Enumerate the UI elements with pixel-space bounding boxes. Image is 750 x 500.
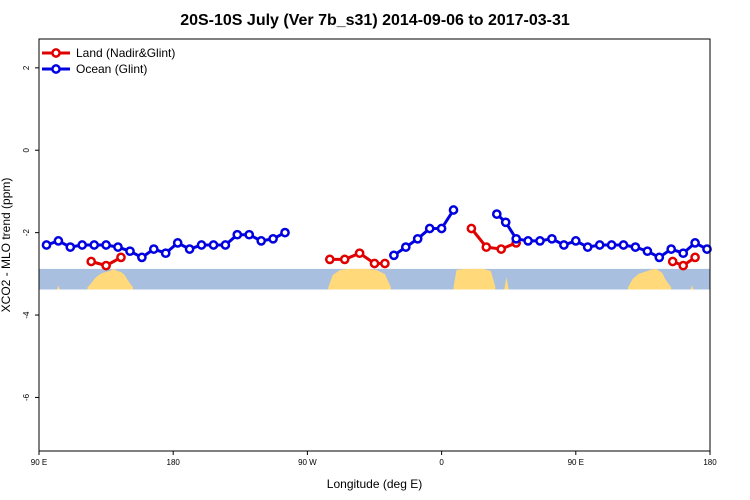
ocean-data-point — [220, 240, 231, 250]
ocean-data-point — [582, 242, 593, 252]
y-tick-label: -6 — [22, 393, 31, 401]
legend-ocean-marker — [51, 64, 61, 74]
ocean-data-point — [448, 205, 459, 215]
land-shape — [328, 268, 391, 290]
land-data-point — [354, 248, 365, 259]
x-tick-label: 90 E — [568, 458, 584, 467]
ocean-data-point — [491, 209, 502, 219]
ocean-data-point — [547, 233, 557, 244]
ocean-data-point — [184, 244, 195, 254]
ocean-data-point — [125, 246, 135, 257]
y-axis: 2 0 -2 -4 -6 — [22, 65, 39, 401]
ocean-data-point — [148, 244, 159, 254]
ocean-data-point — [678, 248, 689, 259]
ocean-data-point — [101, 240, 111, 250]
ocean-data-point — [654, 252, 665, 263]
x-tick-label: 180 — [167, 458, 181, 467]
land-data-point — [324, 254, 335, 265]
ocean-data-point — [280, 227, 290, 238]
x-tick-label: 90 E — [31, 458, 47, 467]
x-axis: 90 E 180 90 W 0 90 E 180 — [31, 451, 717, 467]
ocean-data-point — [523, 236, 533, 246]
x-axis-label: Longitude (deg E) — [327, 477, 422, 491]
ocean-data-point — [172, 238, 183, 248]
ocean-data-point — [436, 223, 447, 234]
ocean-data-point — [244, 229, 255, 240]
ocean-data-point — [89, 240, 100, 250]
y-tick-label: 2 — [22, 65, 31, 70]
ocean-data-point — [268, 233, 278, 244]
ocean-data-point — [424, 223, 435, 234]
ocean-data-point — [137, 252, 147, 263]
ocean-data-point — [41, 240, 52, 250]
ocean-data-point — [160, 248, 171, 259]
land-ocean-band — [39, 268, 710, 290]
ocean-data-point — [113, 242, 123, 252]
ocean-data-point — [594, 240, 605, 250]
legend-land-label: Land (Nadir&Glint) — [76, 46, 175, 60]
x-tick-label: 180 — [703, 458, 717, 467]
chart-title: 20S-10S July (Ver 7b_s31) 2014-09-06 to … — [180, 12, 570, 29]
ocean-data-point — [642, 246, 653, 257]
land-shape — [453, 268, 496, 290]
y-tick-label: -2 — [22, 229, 31, 237]
land-shape — [56, 285, 60, 290]
ocean-data-point — [630, 242, 641, 252]
land-shape — [627, 268, 672, 290]
land-data-point — [678, 260, 689, 271]
ocean-data-point — [618, 240, 629, 250]
ocean-data-point — [500, 217, 511, 228]
ocean-data-point — [53, 236, 64, 246]
land-data-point — [690, 252, 700, 263]
land-shape — [504, 277, 509, 290]
land-data-point — [380, 258, 390, 269]
x-tick-label: 0 — [439, 458, 444, 467]
ocean-data-point — [559, 240, 569, 250]
ocean-data-point — [208, 240, 219, 250]
ocean-data-point — [666, 244, 677, 254]
land-data-point — [116, 252, 126, 263]
ocean-data-point — [702, 244, 712, 254]
land-data-point — [667, 256, 678, 267]
ocean-data-point — [77, 240, 88, 250]
legend: Land (Nadir&Glint) Ocean (Glint) — [42, 46, 175, 76]
land-data-point — [339, 254, 350, 265]
land-series-line — [470, 227, 517, 251]
land-data-point — [496, 244, 507, 254]
x-tick-label: 90 W — [298, 458, 317, 467]
ocean-data-point — [389, 250, 399, 261]
land-data-point — [369, 258, 380, 269]
land-data-point — [101, 260, 111, 271]
land-shape — [87, 268, 133, 290]
land-shape — [690, 285, 694, 290]
ocean-data-point — [690, 238, 700, 248]
ocean-data-point — [232, 229, 243, 240]
ocean-data-point — [256, 236, 267, 246]
land-data-point — [481, 242, 492, 252]
plot-frame — [38, 38, 711, 452]
ocean-data-point — [412, 233, 423, 244]
land-data-point — [466, 223, 477, 234]
land-data-point — [86, 256, 97, 267]
legend-ocean-label: Ocean (Glint) — [76, 62, 147, 76]
ocean-data-point — [511, 233, 522, 244]
y-axis-label: XCO2 - MLO trend (ppm) — [0, 178, 13, 313]
y-tick-label: -4 — [22, 311, 31, 319]
ocean-data-point — [606, 240, 617, 250]
ocean-data-point — [196, 240, 207, 250]
ocean-data-point — [535, 236, 545, 246]
ocean-data-point — [400, 242, 411, 252]
legend-land-marker — [51, 48, 61, 58]
y-tick-label: 0 — [22, 147, 31, 152]
series-layer — [41, 205, 712, 271]
ocean-data-point — [570, 236, 581, 246]
ocean-data-point — [65, 242, 76, 252]
